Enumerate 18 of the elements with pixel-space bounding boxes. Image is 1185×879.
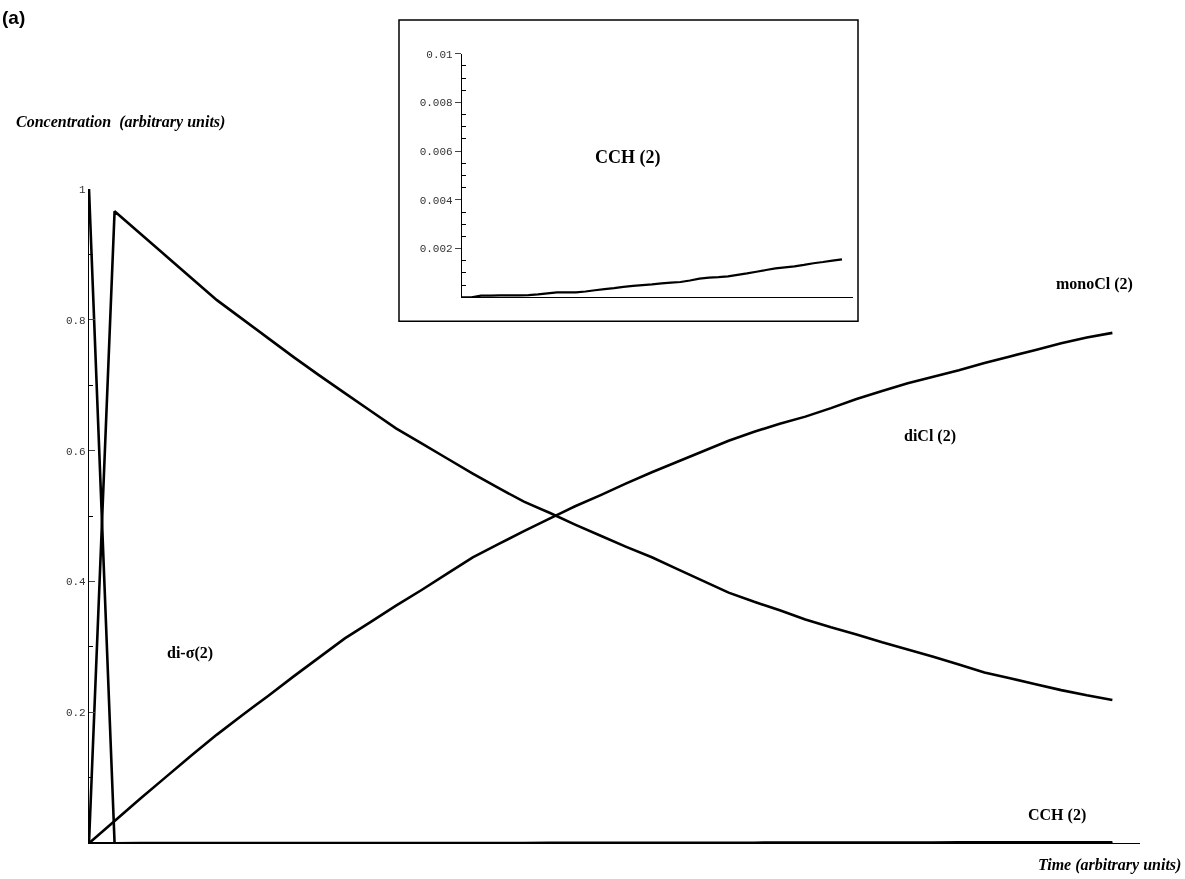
annotation: monoCl (2)	[1056, 275, 1133, 293]
annotation: di-σ(2)	[167, 644, 214, 662]
y-tick-label: 0.002	[419, 243, 453, 256]
y-tick-label: 0.4	[65, 576, 87, 589]
x-axis-title: Time (arbitrary units)	[1038, 856, 1182, 874]
y-tick-label: 0.006	[419, 146, 453, 159]
y-tick-label: 0.6	[65, 445, 86, 458]
chart-title: (a)	[2, 7, 26, 28]
annotation: CCH (2)	[1028, 806, 1087, 824]
y-tick-label: 0.01	[426, 48, 454, 61]
annotation: CCH (2)	[595, 147, 661, 168]
y-tick-label: 1	[79, 183, 87, 196]
annotation: diCl (2)	[904, 427, 956, 445]
y-tick-label: 0.2	[65, 707, 86, 720]
y-tick-label: 0.004	[419, 194, 454, 207]
y-axis-title: Concentration (arbitrary units)	[16, 113, 226, 131]
y-tick-label: 0.8	[65, 314, 86, 327]
y-tick-label: 0.008	[419, 97, 453, 110]
